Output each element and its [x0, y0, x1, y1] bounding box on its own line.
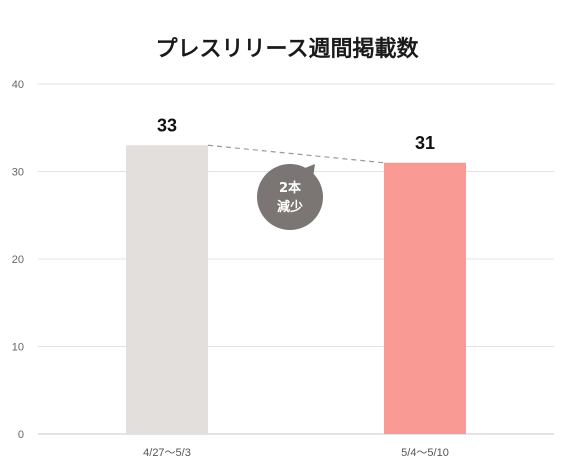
y-tick-label: 10 [12, 342, 24, 354]
data-labels: 33 31 [157, 115, 435, 153]
y-tick-label: 0 [18, 429, 24, 441]
y-tick-label: 40 [12, 79, 24, 91]
y-tick-label: 20 [12, 254, 24, 266]
gridlines [38, 83, 554, 435]
bar [384, 162, 466, 434]
y-axis-ticks: 0 10 20 30 40 [12, 79, 24, 441]
chart-title: プレスリリース週間掲載数 [156, 36, 420, 62]
change-badge-line1: 2本 [279, 180, 301, 196]
change-badge: 2本 減少 [257, 164, 323, 230]
x-tick-label: 5/4〜5/10 [401, 447, 449, 459]
x-tick-label: 4/27〜5/3 [143, 447, 191, 459]
trend-connector-line [207, 144, 385, 164]
x-axis-ticks: 4/27〜5/3 5/4〜5/10 [143, 447, 449, 459]
data-label: 31 [415, 133, 435, 153]
bar [126, 145, 208, 434]
change-badge-line2: 減少 [277, 199, 303, 215]
change-badge-circle [257, 164, 323, 230]
y-tick-label: 30 [12, 167, 24, 179]
bars [126, 145, 466, 434]
data-label: 33 [157, 115, 177, 135]
